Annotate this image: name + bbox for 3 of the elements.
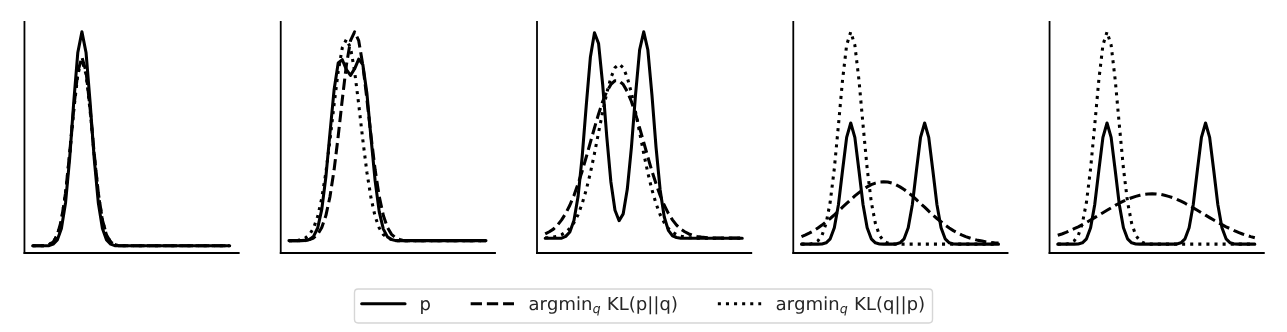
legend-label: argmin$_{q}$ KL(q||p) [776,296,924,316]
legend-label: argmin$_{q}$ KL(p||q) [529,296,677,316]
legend-label: p [421,300,430,314]
